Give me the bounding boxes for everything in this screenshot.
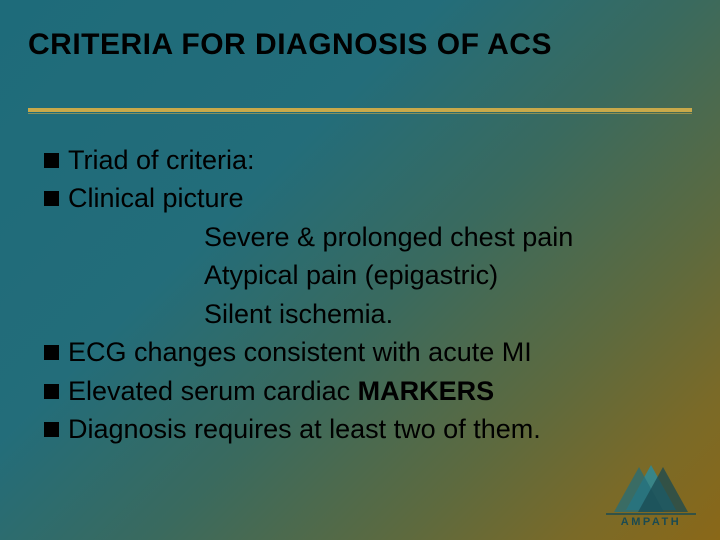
bullet-item: Clinical picture: [44, 180, 684, 216]
bullet-text: Clinical picture: [68, 180, 244, 216]
sub-item: Silent ischemia.: [44, 296, 684, 332]
bullet-text: Triad of criteria:: [68, 142, 255, 178]
square-bullet-icon: [44, 153, 59, 168]
logo-text: AMPATH: [596, 516, 706, 528]
bullet-item: Triad of criteria:: [44, 142, 684, 178]
slide: CRITERIA FOR DIAGNOSIS OF ACS Triad of c…: [0, 0, 720, 540]
title-underline: [28, 108, 692, 112]
square-bullet-icon: [44, 422, 59, 437]
square-bullet-icon: [44, 345, 59, 360]
bullet-item: ECG changes consistent with acute MI: [44, 334, 684, 370]
square-bullet-icon: [44, 191, 59, 206]
sub-item: Severe & prolonged chest pain: [44, 219, 684, 255]
bullet-prefix: Elevated serum cardiac: [68, 376, 358, 406]
ampath-logo: AMPATH: [596, 460, 706, 530]
square-bullet-icon: [44, 384, 59, 399]
bullet-bold: MARKERS: [358, 376, 495, 406]
bullet-item: Elevated serum cardiac MARKERS: [44, 373, 684, 409]
bullet-item: Diagnosis requires at least two of them.: [44, 411, 684, 447]
bullet-text: ECG changes consistent with acute MI: [68, 334, 532, 370]
bullet-text: Elevated serum cardiac MARKERS: [68, 373, 494, 409]
sub-item: Atypical pain (epigastric): [44, 257, 684, 293]
bullet-text: Diagnosis requires at least two of them.: [68, 411, 541, 447]
slide-body: Triad of criteria: Clinical picture Seve…: [44, 142, 684, 450]
slide-title: CRITERIA FOR DIAGNOSIS OF ACS: [28, 28, 692, 62]
